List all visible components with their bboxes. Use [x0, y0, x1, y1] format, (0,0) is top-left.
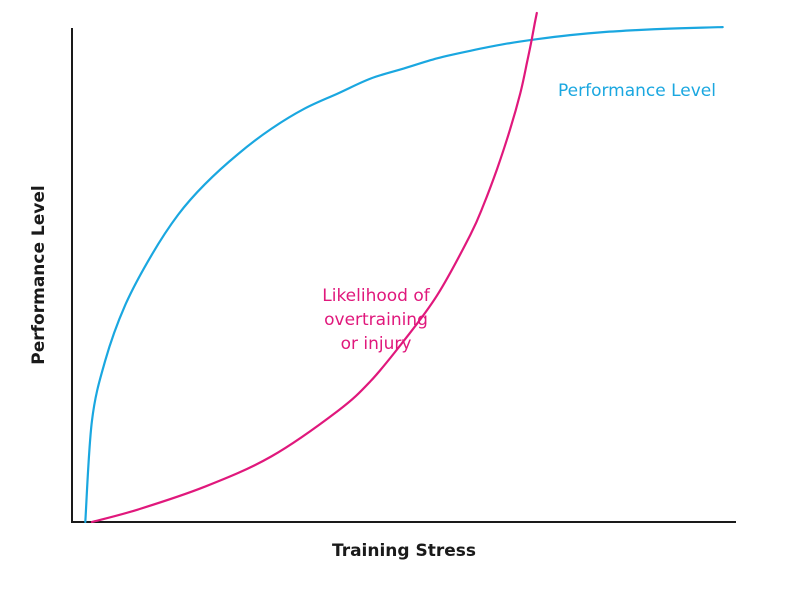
- series-label-line: Likelihood of: [322, 286, 431, 306]
- plot-area: [71, 28, 736, 523]
- label-layer: Performance Level Likelihood of overtraini…: [322, 81, 716, 354]
- series-label-line: or injury: [341, 334, 412, 354]
- x-axis-label: Training Stress: [332, 541, 476, 561]
- series-label-line: overtraining: [324, 310, 428, 330]
- series-label-line: Performance Level: [558, 81, 716, 101]
- series-label-1: Performance Level: [558, 81, 716, 101]
- series-layer: [84, 11, 724, 524]
- series-line-1: [84, 26, 724, 524]
- y-axis-label: Performance Level: [29, 185, 49, 364]
- series-label-2: Likelihood of overtraining or injury: [322, 286, 431, 354]
- series-line-2: [90, 11, 538, 524]
